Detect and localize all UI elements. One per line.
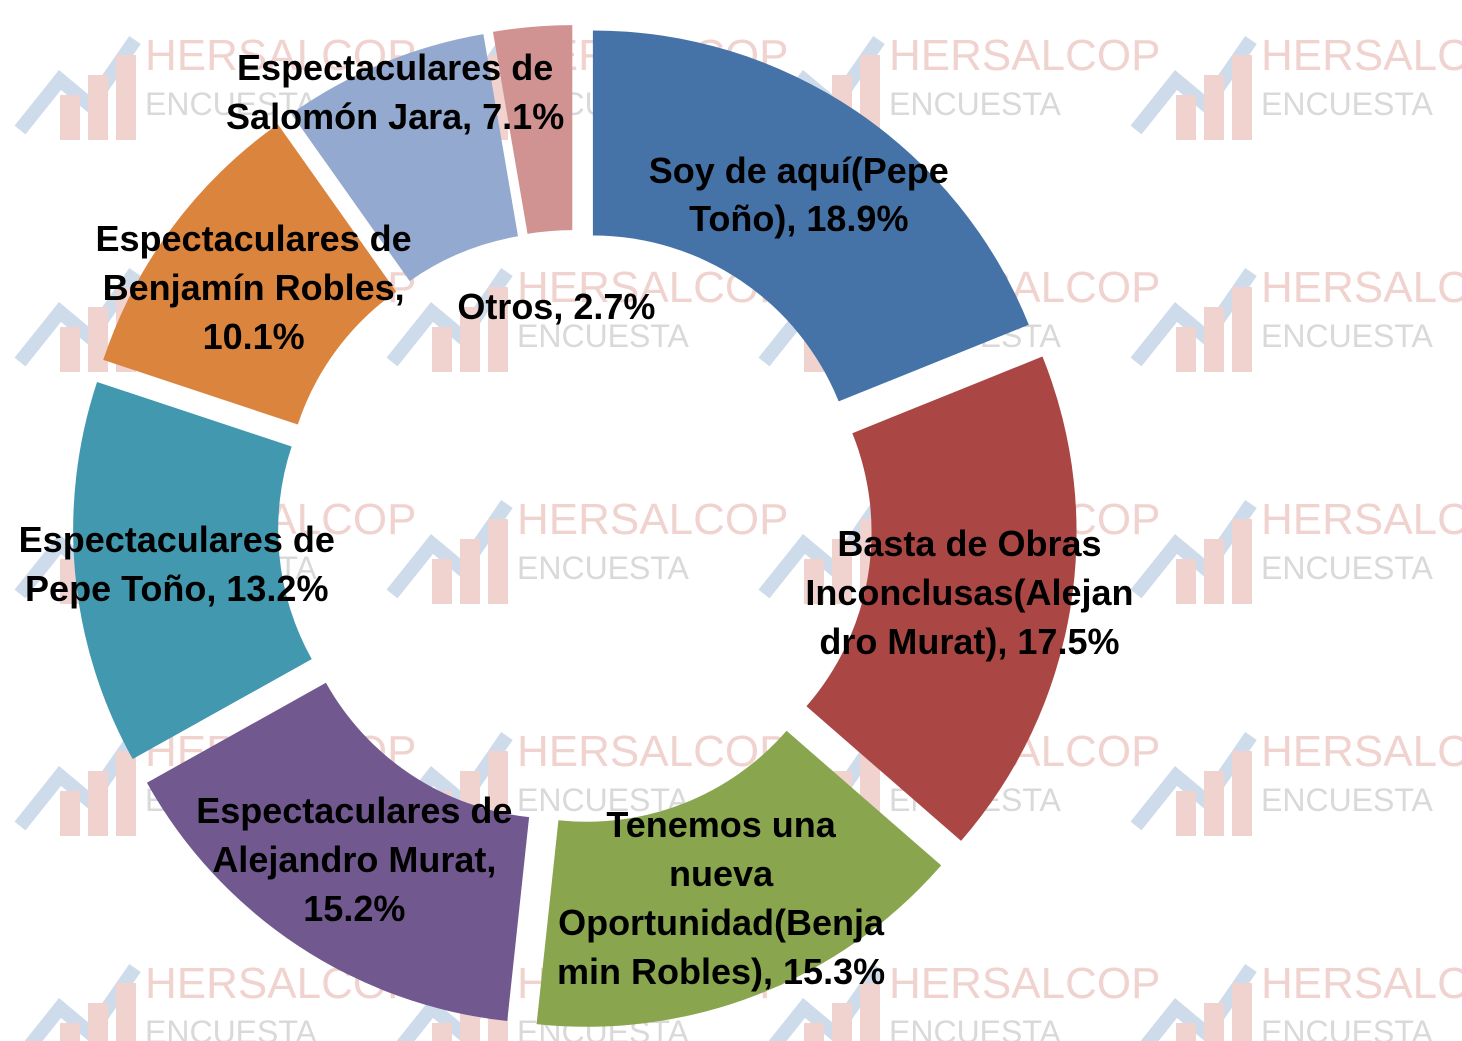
watermark-bar xyxy=(1232,55,1252,140)
watermark-subtitle: ENCUESTA xyxy=(517,318,690,354)
data-label-box: Tenemos una nueva Oportunidad(Benjamin R… xyxy=(557,804,886,993)
watermark-bar xyxy=(88,75,108,140)
watermark-subtitle: ENCUESTA xyxy=(1261,86,1434,122)
watermark-bar xyxy=(804,1023,824,1041)
watermark-title: HERSALCOP xyxy=(517,727,788,776)
watermark-icon xyxy=(14,36,141,135)
watermark-bar xyxy=(804,559,824,604)
watermark-bar xyxy=(116,983,136,1041)
watermark-bar xyxy=(116,751,136,836)
watermark-title: HERSALCOP xyxy=(517,495,788,544)
watermark-bar xyxy=(1204,307,1224,372)
watermark-icon xyxy=(1140,964,1257,1041)
watermark-bar xyxy=(1232,751,1252,836)
watermark-bar xyxy=(60,327,80,372)
watermark-title: HERSALCOP xyxy=(1261,959,1462,1008)
watermark-bar xyxy=(1176,327,1196,372)
watermark-bar xyxy=(88,1003,108,1041)
watermark-icon xyxy=(768,964,885,1041)
watermark-bar xyxy=(1204,771,1224,836)
watermark-bar xyxy=(488,519,508,604)
watermark-bar xyxy=(432,327,452,372)
data-label: Basta de Obras Inconclusas(Alejandro Mur… xyxy=(805,522,1134,662)
watermark-bar xyxy=(832,539,852,604)
watermark-bar xyxy=(460,307,480,372)
watermark-bar xyxy=(488,287,508,372)
watermark-bar xyxy=(460,539,480,604)
watermark-title: HERSALCOP xyxy=(889,959,1160,1008)
watermark-bar xyxy=(60,791,80,836)
doughnut-slice xyxy=(291,34,519,282)
watermark-bar xyxy=(88,771,108,836)
doughnut-slice xyxy=(536,730,942,1027)
data-label: Espectaculares de Pepe Toño, 13.2% xyxy=(18,518,335,609)
watermark-bar xyxy=(1176,791,1196,836)
watermark-bar xyxy=(116,55,136,140)
watermark-bar xyxy=(60,95,80,140)
watermark-icon xyxy=(758,500,885,599)
watermark-title: HERSALCOP xyxy=(1261,727,1462,776)
data-label-box: Espectaculares de Benjamín Robles, 10.1% xyxy=(95,218,412,358)
watermark-bar xyxy=(860,983,880,1041)
watermark-subtitle: ENCUESTA xyxy=(1261,782,1434,818)
doughnut-slice xyxy=(592,30,1029,402)
watermark-bar xyxy=(1232,983,1252,1041)
watermark-bar xyxy=(60,1023,80,1041)
watermark-icon xyxy=(1130,36,1257,135)
watermark-bar xyxy=(432,1023,452,1041)
data-label-box: Soy de aquí(Pepe Toño), 18.9% xyxy=(648,149,949,240)
data-label-box: Espectaculares de Salomón Jara, 7.1% xyxy=(226,46,565,137)
watermark-title: HERSALCOP xyxy=(1261,31,1462,80)
watermark-subtitle: ENCUESTA xyxy=(145,86,318,122)
watermark-bar xyxy=(1232,287,1252,372)
watermark-icon xyxy=(14,268,141,367)
watermark-bar xyxy=(832,1003,852,1041)
watermark-title: HERSALCOP xyxy=(1261,495,1462,544)
watermark-icon xyxy=(1130,732,1257,831)
data-label-box: Basta de Obras Inconclusas(Alejandro Mur… xyxy=(805,522,1134,662)
data-label: Tenemos una nueva Oportunidad(Benjamin R… xyxy=(557,804,886,993)
watermark-bar xyxy=(1204,75,1224,140)
watermark-bar xyxy=(1176,1023,1196,1041)
watermark-subtitle: ENCUESTA xyxy=(145,1014,318,1041)
data-label: Otros, 2.7% xyxy=(457,286,656,328)
watermark-bar xyxy=(88,307,108,372)
watermark-icon xyxy=(1130,268,1257,367)
data-label: Espectaculares de Salomón Jara, 7.1% xyxy=(226,46,565,137)
watermark-icon xyxy=(14,732,141,831)
data-label: Espectaculares de Alejandro Murat, 15.2% xyxy=(196,790,513,930)
watermark-subtitle: ENCUESTA xyxy=(1261,550,1434,586)
watermark-title: HERSALCOP xyxy=(889,31,1160,80)
watermark-subtitle: ENCUESTA xyxy=(889,86,1062,122)
watermark-subtitle: ENCUESTA xyxy=(889,1014,1062,1041)
doughnut-slice xyxy=(492,25,573,234)
watermark-icon xyxy=(1130,500,1257,599)
watermark-icon xyxy=(386,500,513,599)
watermark-subtitle: ENCUESTA xyxy=(1261,1014,1434,1041)
watermark-bar xyxy=(1176,95,1196,140)
doughnut-slice xyxy=(806,356,1077,841)
watermark-title: HERSALCOP xyxy=(1261,263,1462,312)
data-label-box: Espectaculares de Alejandro Murat, 15.2% xyxy=(196,790,513,930)
data-label: Espectaculares de Benjamín Robles, 10.1% xyxy=(95,218,412,358)
watermark-subtitle: ENCUESTA xyxy=(517,550,690,586)
data-label-box: Otros, 2.7% xyxy=(457,286,656,328)
data-label: Soy de aquí(Pepe Toño), 18.9% xyxy=(648,149,949,240)
watermark-bar xyxy=(1204,539,1224,604)
doughnut-slice xyxy=(103,124,397,425)
watermark-bar xyxy=(432,559,452,604)
watermark-bar xyxy=(1204,1003,1224,1041)
watermark-icon xyxy=(386,268,513,367)
watermark-icon xyxy=(24,964,141,1041)
doughnut-slice xyxy=(146,682,530,1022)
watermark-subtitle: ENCUESTA xyxy=(1261,318,1434,354)
data-label-box: Espectaculares de Pepe Toño, 13.2% xyxy=(18,518,335,609)
doughnut-slice xyxy=(73,381,312,760)
watermark-bar xyxy=(1232,519,1252,604)
watermark-bar xyxy=(1176,559,1196,604)
